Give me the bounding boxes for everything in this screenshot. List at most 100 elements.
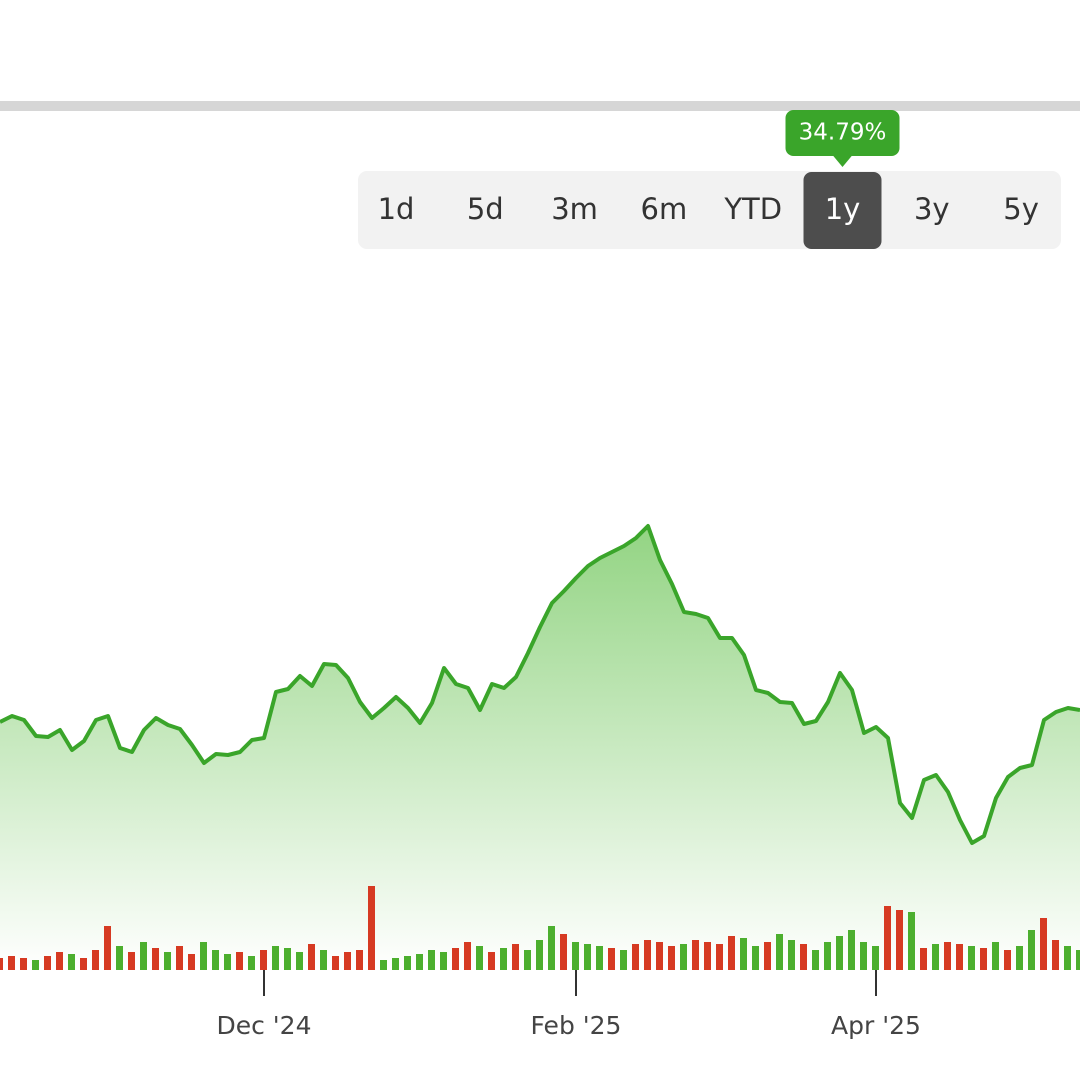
volume-bar: [680, 944, 687, 970]
volume-bar: [116, 946, 123, 970]
volume-bar: [308, 944, 315, 970]
volume-bar: [800, 944, 807, 970]
volume-bar: [704, 942, 711, 970]
volume-bar: [428, 950, 435, 970]
volume-bar: [1004, 950, 1011, 970]
volume-bar: [404, 956, 411, 970]
volume-bar: [524, 950, 531, 970]
volume-bar: [1016, 946, 1023, 970]
volume-bar: [980, 948, 987, 970]
volume-bar: [812, 950, 819, 970]
volume-bar: [992, 942, 999, 970]
range-selector: [358, 171, 1061, 249]
volume-bar: [752, 946, 759, 970]
range-button[interactable]: 3y: [914, 192, 950, 226]
volume-bar: [176, 946, 183, 970]
volume-bar: [956, 944, 963, 970]
volume-bar: [536, 940, 543, 970]
volume-bar: [1064, 946, 1071, 970]
volume-bar: [296, 952, 303, 970]
volume-bar: [140, 942, 147, 970]
volume-bar: [908, 912, 915, 970]
volume-bar: [248, 956, 255, 970]
volume-bar: [8, 956, 15, 970]
volume-bar: [164, 952, 171, 970]
price-line: [0, 524, 1080, 845]
volume-bar: [632, 944, 639, 970]
volume-bar: [1052, 940, 1059, 970]
area-fill: [0, 526, 1080, 970]
badge-pointer: [832, 155, 853, 167]
volume-bar: [104, 926, 111, 970]
volume-bar: [692, 940, 699, 970]
volume-bar: [896, 910, 903, 970]
volume-bar: [740, 938, 747, 970]
active-range: [803, 172, 882, 249]
volume-bar: [656, 942, 663, 970]
volume-bar: [848, 930, 855, 970]
volume-bar: [584, 944, 591, 970]
volume-bar: [200, 942, 207, 970]
volume-bar: [860, 942, 867, 970]
volume-bar: [68, 954, 75, 970]
volume-bar: [1040, 918, 1047, 970]
volume-bar: [716, 944, 723, 970]
range-button[interactable]: 1y: [825, 192, 861, 226]
volume-bar: [476, 946, 483, 970]
volume-bar: [56, 952, 63, 970]
volume-bar: [452, 948, 459, 970]
volume-bar: [80, 958, 87, 970]
badge-text: 34.79%: [799, 120, 887, 146]
volume-bar: [488, 952, 495, 970]
volume-bar: [560, 934, 567, 970]
volume-bar: [500, 948, 507, 970]
volume-bar: [416, 954, 423, 970]
volume-bar: [320, 950, 327, 970]
volume-bar: [884, 906, 891, 970]
volume-bar: [260, 950, 267, 970]
volume-bar: [224, 954, 231, 970]
volume-bar: [596, 946, 603, 970]
volume-bar: [368, 886, 375, 970]
volume-bar: [464, 942, 471, 970]
volume-bar: [944, 942, 951, 970]
volume-bar: [152, 948, 159, 970]
volume-bar: [440, 952, 447, 970]
range-button[interactable]: 5d: [467, 192, 504, 226]
volume-bar: [728, 936, 735, 970]
volume-bar: [92, 950, 99, 970]
x-tick-label: Apr '25: [831, 1011, 921, 1040]
range-button[interactable]: 3m: [551, 192, 598, 226]
x-tick-label: Dec '24: [216, 1011, 311, 1040]
range-button[interactable]: YTD: [723, 192, 782, 226]
volume-bar: [20, 958, 27, 970]
volume-bar: [968, 946, 975, 970]
volume-bar: [572, 942, 579, 970]
volume-bar: [836, 936, 843, 970]
volume-bar: [512, 944, 519, 970]
volume-bar: [932, 944, 939, 970]
volume-bar: [380, 960, 387, 970]
volume-bar: [392, 958, 399, 970]
volume-bar: [1076, 950, 1080, 970]
volume-bar: [824, 942, 831, 970]
volume-bar: [608, 948, 615, 970]
volume-bar: [548, 926, 555, 970]
volume-bar: [764, 942, 771, 970]
divider: [0, 101, 1080, 111]
volume-bar: [236, 952, 243, 970]
range-button[interactable]: 5y: [1003, 192, 1039, 226]
volume-bar: [188, 954, 195, 970]
badge: [785, 110, 900, 156]
volume-bar: [668, 946, 675, 970]
range-button[interactable]: 6m: [641, 192, 688, 226]
volume-bar: [272, 946, 279, 970]
volume-bar: [32, 960, 39, 970]
volume-bar: [284, 948, 291, 970]
volume-bar: [332, 956, 339, 970]
range-button[interactable]: 1d: [378, 192, 415, 226]
volume-bar: [788, 940, 795, 970]
volume-bar: [872, 946, 879, 970]
volume-bar: [128, 952, 135, 970]
